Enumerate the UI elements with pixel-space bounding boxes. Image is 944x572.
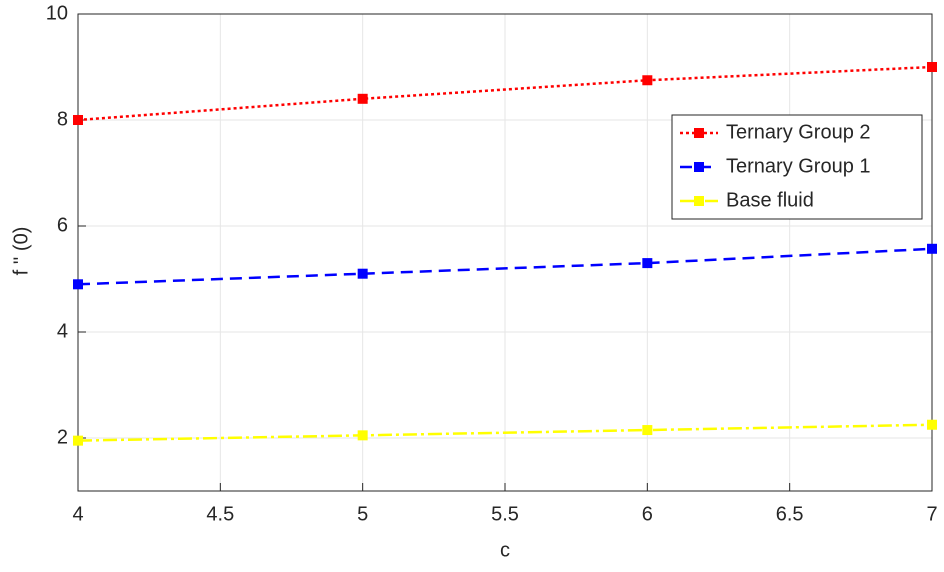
legend-label: Base fluid	[726, 189, 814, 211]
data-point	[357, 268, 368, 279]
series-line	[77, 65, 933, 122]
data-point	[357, 430, 368, 441]
x-tick-label: 4.5	[206, 503, 234, 525]
x-tick-label: 5.5	[491, 503, 519, 525]
y-tick-label: 4	[57, 320, 68, 342]
y-tick-label: 10	[46, 2, 68, 24]
y-tick-label: 8	[57, 108, 68, 130]
legend-marker	[694, 162, 704, 172]
data-point	[927, 419, 937, 430]
data-point	[642, 75, 653, 86]
y-tick-label: 2	[57, 426, 68, 448]
series-line	[77, 247, 933, 286]
x-tick-label: 5	[357, 503, 368, 525]
legend-marker	[694, 128, 704, 138]
data-point	[73, 279, 83, 290]
y-axis-label: f '' (0)	[10, 227, 32, 276]
data-point	[927, 62, 937, 72]
x-tick-label: 4	[72, 503, 83, 525]
data-point	[357, 93, 368, 104]
legend-label: Ternary Group 2	[726, 121, 871, 143]
series-line	[77, 423, 933, 442]
data-point	[642, 258, 653, 269]
x-tick-label: 6	[642, 503, 653, 525]
data-point	[642, 425, 653, 436]
x-axis-label: c	[500, 539, 510, 561]
legend-marker	[694, 196, 704, 206]
x-tick-label: 7	[926, 503, 937, 525]
x-tick-label: 6.5	[776, 503, 804, 525]
data-point	[73, 435, 83, 446]
data-point	[73, 115, 83, 125]
legend-label: Ternary Group 1	[726, 155, 871, 177]
y-tick-label: 6	[57, 214, 68, 236]
data-point	[927, 243, 937, 254]
